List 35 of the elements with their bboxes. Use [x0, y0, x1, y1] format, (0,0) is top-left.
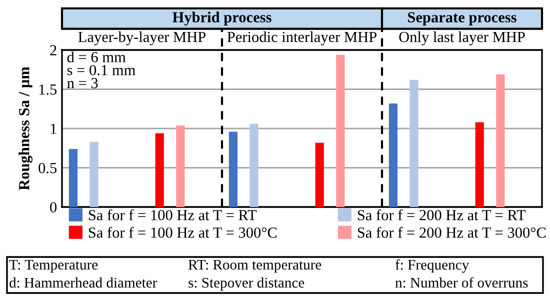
y-tick-label: 0.5 — [38, 162, 57, 174]
annotation: d = 6 mm — [67, 52, 126, 62]
text: Separate process — [408, 12, 516, 26]
legend-label: Sa for f = 100 Hz at T = RT — [88, 209, 257, 220]
bar — [315, 142, 324, 207]
text: f: Frequency — [395, 259, 470, 273]
bar — [90, 142, 98, 207]
y-tick-label: 0 — [50, 202, 57, 212]
x-tick-label: Only last layer MHP — [399, 31, 525, 46]
bar — [155, 133, 164, 207]
legend-label: Sa for f = 100 Hz at T = 300°C — [88, 226, 277, 238]
bar — [228, 132, 238, 207]
text: Hybrid process — [172, 12, 272, 26]
y-tick-label: 2 — [50, 45, 56, 56]
annotation: n = 3 — [67, 78, 98, 88]
text: n: Number of overruns — [395, 277, 528, 288]
x-tick-label: Layer-by-layer MHP — [78, 31, 206, 46]
x-tick-label: Periodic interlayer MHP — [227, 31, 376, 46]
bar — [388, 103, 398, 207]
text: s: Stepover distance — [188, 277, 304, 291]
legend-label: Sa for f = 200 Hz at T = RT — [358, 209, 526, 220]
y-tick-label: 1 — [50, 124, 56, 134]
y-axis-title: Roughness Sa / µm — [18, 66, 32, 190]
legend-label: Sa for f = 200 Hz at T = 300°C — [358, 226, 546, 238]
bar — [336, 54, 345, 207]
bar — [176, 125, 185, 207]
annotation: s = 0.1 mm — [67, 64, 136, 76]
text: d: Hammerhead diameter — [10, 277, 158, 288]
y-tick-label: 1.5 — [39, 84, 57, 95]
text: T: Temperature — [9, 260, 98, 273]
bar — [496, 74, 505, 207]
text: RT: Room temperature — [188, 260, 322, 273]
bar — [410, 80, 418, 207]
bar — [250, 124, 258, 207]
bar — [475, 122, 484, 207]
